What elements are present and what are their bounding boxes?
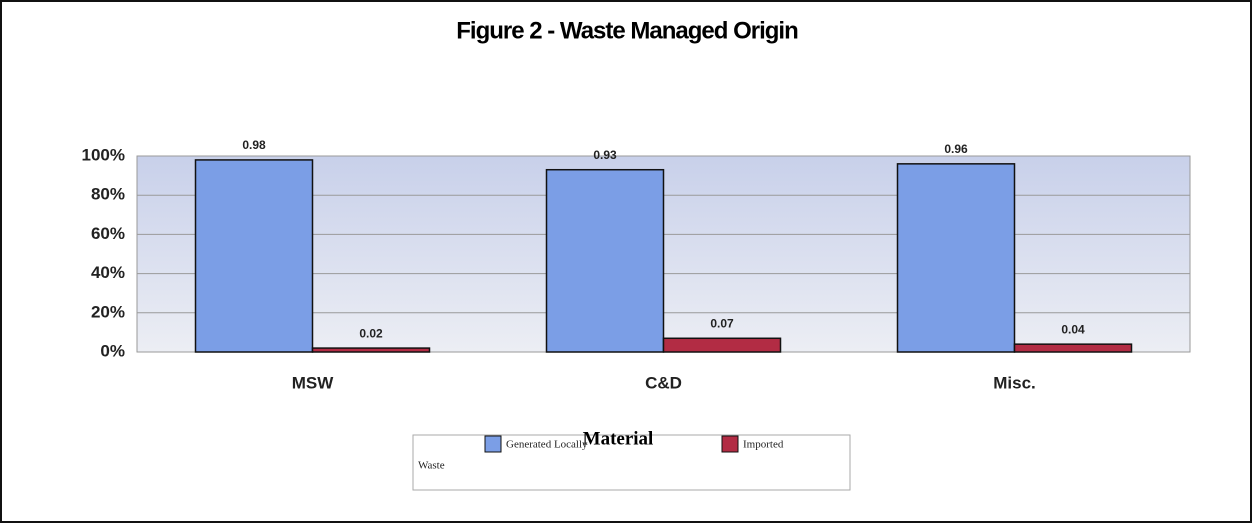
y-tick-label: 20% xyxy=(91,302,125,321)
y-tick-label: 100% xyxy=(82,145,125,164)
value-label: 0.93 xyxy=(593,148,617,162)
value-label: 0.96 xyxy=(944,142,968,156)
x-tick-label: C&D xyxy=(645,373,682,392)
y-tick-label: 60% xyxy=(91,224,125,243)
x-tick-label: Misc. xyxy=(993,373,1036,392)
legend-swatch xyxy=(721,435,739,453)
value-label: 0.07 xyxy=(710,316,734,330)
chart-title: Figure 2 - Waste Managed Origin xyxy=(456,17,798,44)
value-label: 0.04 xyxy=(1061,322,1085,336)
legend-label: Imported xyxy=(743,439,784,451)
x-axis-title: Material xyxy=(583,428,654,449)
y-tick-label: 80% xyxy=(91,185,125,204)
legend-note: Waste xyxy=(418,460,445,472)
y-tick-label: 0% xyxy=(100,341,125,360)
value-label: 0.98 xyxy=(242,138,266,152)
bar xyxy=(194,159,314,353)
value-label: 0.02 xyxy=(359,326,383,340)
bar xyxy=(896,163,1016,353)
y-tick-label: 40% xyxy=(91,263,125,282)
bar xyxy=(545,168,665,353)
bar xyxy=(662,337,782,353)
x-tick-label: MSW xyxy=(292,373,335,392)
legend-swatch xyxy=(484,435,502,453)
legend-label: Generated Locally xyxy=(506,439,588,451)
bar xyxy=(311,347,431,353)
bar xyxy=(1013,343,1133,353)
